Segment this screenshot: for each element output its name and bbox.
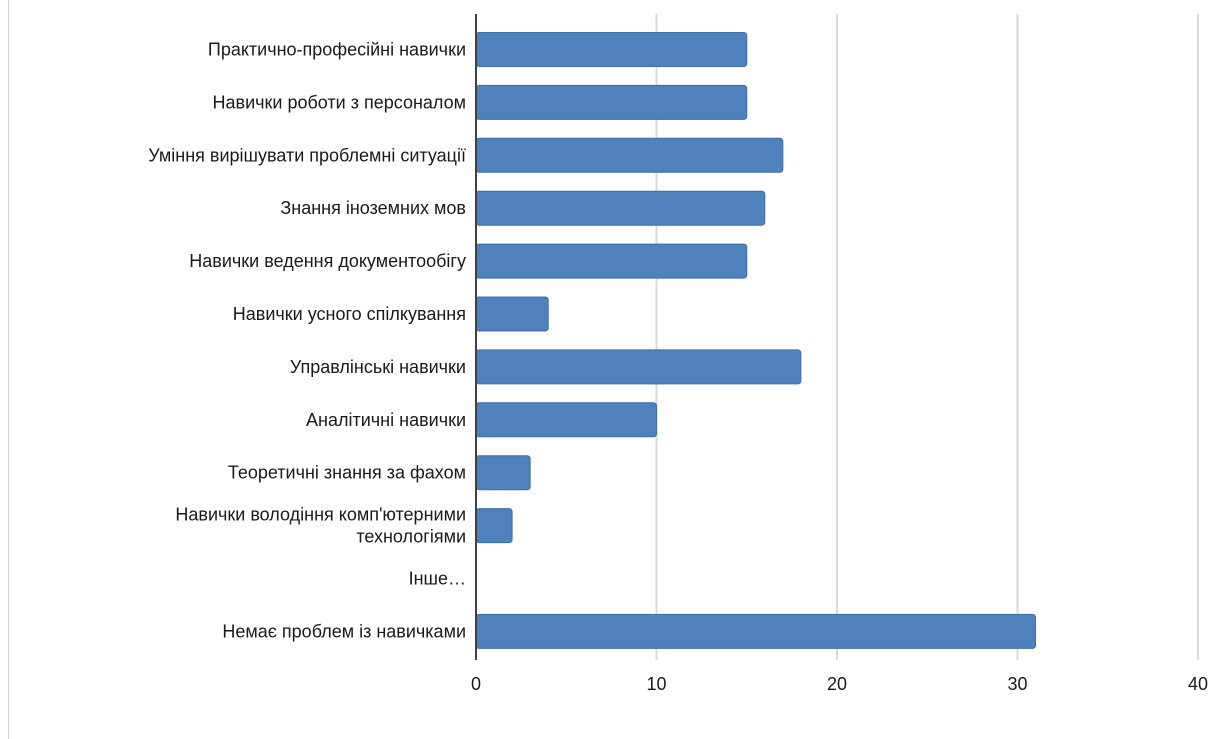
category-label: Навички володіння комп'ютерними [175,505,466,525]
category-label: Навички усного спілкування [233,304,466,324]
category-label: Знання іноземних мов [280,198,466,218]
category-label: Практично-професійні навички [208,40,466,60]
bar [475,455,531,491]
bar [475,190,766,226]
bars [475,32,1037,649]
category-label: Управлінські навички [290,357,466,377]
category-label: Навички ведення документообігу [189,251,466,271]
bar [475,402,657,438]
category-label: Уміння вирішувати проблемні ситуації [148,145,466,165]
x-tick-label: 30 [1007,674,1027,694]
bar [475,137,784,173]
bar [475,508,513,544]
bar [475,613,1037,649]
x-tick-label: 0 [471,674,481,694]
bar [475,84,748,120]
chart-frame [8,0,1228,739]
category-label: Теоретичні знання за фахом [228,463,466,483]
x-tick-label: 20 [827,674,847,694]
category-label: технологіями [356,527,466,547]
x-tick-label: 40 [1188,674,1208,694]
gridlines [655,14,1199,660]
bar [475,243,748,279]
bar [475,32,748,67]
category-label: Аналітичні навички [306,410,466,430]
category-label: Немає проблем із навичками [222,621,466,641]
tick-labels: 0 10 20 30 40 [471,674,1208,694]
category-label: Інше… [409,569,466,589]
x-tick-label: 10 [646,674,666,694]
bar [475,296,549,332]
bar [475,349,802,385]
category-labels: Практично-професійні навички Навички робо… [148,40,466,642]
category-label: Навички роботи з персоналом [213,92,466,112]
